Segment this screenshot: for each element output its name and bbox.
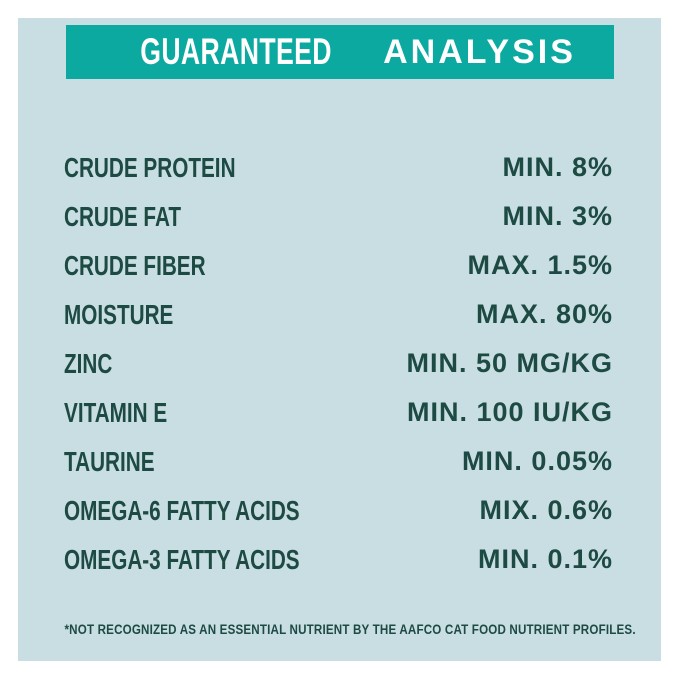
table-row: VITAMIN E MIN. 100 IU/KG xyxy=(64,388,613,437)
footnote-text: *NOT RECOGNIZED AS AN ESSENTIAL NUTRIENT… xyxy=(64,622,636,637)
nutrient-value: MIN. 0.1% xyxy=(477,544,613,574)
table-row: CRUDE PROTEIN MIN. 8% xyxy=(64,143,613,192)
table-row: OMEGA-3 FATTY ACIDS MIN. 0.1% xyxy=(64,535,613,584)
nutrient-label: CRUDE PROTEIN xyxy=(64,151,236,183)
footnote: *NOT RECOGNIZED AS AN ESSENTIAL NUTRIENT… xyxy=(18,621,661,639)
nutrient-label: OMEGA-6 FATTY ACIDS xyxy=(64,494,300,526)
table-row: OMEGA-6 FATTY ACIDS MIX. 0.6% xyxy=(64,486,613,535)
nutrient-label: OMEGA-3 FATTY ACIDS xyxy=(64,543,300,575)
analysis-table: CRUDE PROTEIN MIN. 8% CRUDE FAT MIN. 3% CRUD… xyxy=(18,143,661,584)
table-row: ZINC MIN. 50 MG/KG xyxy=(64,339,613,388)
table-row: MOISTURE MAX. 80% xyxy=(64,290,613,339)
table-row: CRUDE FAT MIN. 3% xyxy=(64,192,613,241)
guaranteed-analysis-panel: GUARANTEED ANALYSIS CRUDE PROTEIN MIN. 8%… xyxy=(18,18,661,661)
nutrient-label: CRUDE FIBER xyxy=(64,249,206,281)
table-row: TAURINE MIN. 0.05% xyxy=(64,437,613,486)
header-banner: GUARANTEED ANALYSIS xyxy=(65,25,614,79)
nutrient-value: MIN. 0.05% xyxy=(461,446,613,476)
nutrient-label: CRUDE FAT xyxy=(64,200,182,232)
header-title-analysis: ANALYSIS xyxy=(383,32,576,71)
nutrient-value: MAX. 1.5% xyxy=(467,250,613,280)
nutrient-label: TAURINE xyxy=(64,445,155,477)
nutrient-value: MIX. 0.6% xyxy=(479,495,613,525)
header-title-guaranteed: GUARANTEED xyxy=(140,31,332,72)
nutrient-value: MIN. 8% xyxy=(502,152,613,182)
nutrient-label: MOISTURE xyxy=(64,298,174,330)
nutrient-value: MAX. 80% xyxy=(475,299,613,329)
table-row: CRUDE FIBER MAX. 1.5% xyxy=(64,241,613,290)
nutrient-value: MIN. 50 MG/KG xyxy=(406,348,613,378)
nutrient-value: MIN. 100 IU/KG xyxy=(406,397,613,427)
nutrient-label: ZINC xyxy=(64,347,113,379)
nutrient-value: MIN. 3% xyxy=(502,201,613,231)
nutrient-label: VITAMIN E xyxy=(64,396,168,428)
